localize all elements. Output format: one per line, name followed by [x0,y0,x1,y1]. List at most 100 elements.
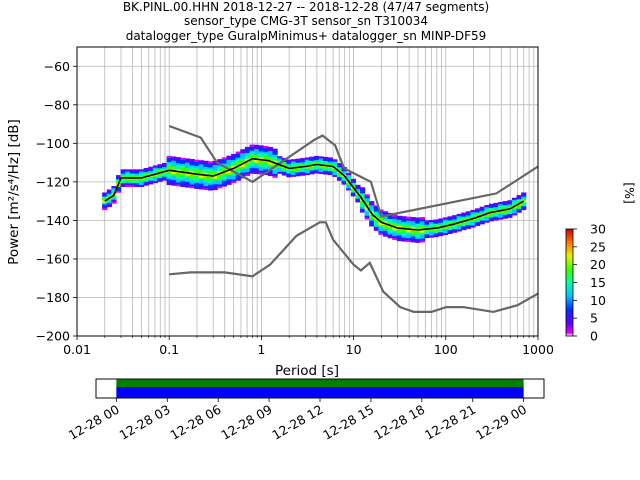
density-cell [203,181,209,185]
density-cell [484,205,490,208]
density-cell [240,160,246,163]
density-cell [424,230,430,233]
density-cell [332,161,338,164]
density-cell [295,164,301,167]
density-cell [185,166,191,169]
density-cell [263,167,269,170]
density-cell [185,160,191,163]
density-cell [438,218,444,221]
density-cell [498,201,504,205]
density-cell [479,216,485,219]
density-cell [198,160,205,163]
density-cell [498,205,504,209]
density-cell [521,205,527,209]
density-cell [313,161,320,164]
density-cell [392,233,398,237]
y-tick-label: −160 [36,251,70,266]
density-cell [106,193,112,196]
density-cell [479,220,485,223]
density-cell [208,176,214,179]
density-cell [258,160,264,163]
density-cell [143,168,149,171]
timeline-tick-label: 12-28 21 [422,402,478,443]
density-cell [235,157,241,160]
density-cell [249,148,255,151]
density-cell [470,213,476,217]
density-cell [189,162,195,166]
density-cell [392,230,398,233]
density-cell [143,173,149,177]
density-cell [185,179,191,182]
density-cell [341,182,347,185]
density-cell [198,177,205,180]
density-cell [433,223,439,226]
density-cell [498,215,504,218]
density-cell [134,171,140,174]
density-cell [406,239,412,242]
density-cell [410,230,416,233]
x-tick-label: 0.1 [159,342,179,357]
density-cell [240,166,246,169]
density-cell [378,232,384,235]
density-cell [267,162,274,165]
density-cell [406,230,412,233]
density-cell [263,151,269,154]
density-cell [240,174,246,177]
density-cell [378,217,384,220]
density-cell [336,163,343,166]
density-cell [401,239,407,242]
density-cell [240,151,246,154]
density-cell [309,170,315,173]
density-cell [346,176,352,179]
density-cell [488,215,495,218]
density-cell [516,197,522,200]
density-cell [258,153,264,156]
density-cell [134,180,140,184]
density-cell [111,197,117,200]
density-cell [263,147,269,151]
density-cell [507,200,513,203]
density-cell [452,219,458,222]
density-cell [373,226,379,229]
density-cell [263,161,269,164]
density-cell [387,218,393,221]
density-cell [152,165,158,168]
density-cell [189,159,195,162]
density-cell [465,213,472,216]
density-cell [286,173,292,176]
density-cell [194,186,200,189]
density-cell [323,160,329,163]
density-cell [415,227,421,230]
density-cell [106,199,112,202]
density-cell [438,222,444,225]
density-cell [212,168,218,171]
density-cell [323,172,329,175]
colorbar-tick-label: 20 [590,257,606,272]
density-cell [493,218,499,221]
density-cell [166,157,172,161]
x-axis-label: Period [s] [275,363,339,379]
density-cell [323,156,329,160]
density-cell [350,180,356,183]
density-cell [516,208,522,211]
model-curves [104,124,539,314]
colorbar-label: [%] [622,182,637,204]
density-cell [410,238,416,241]
density-cell [498,217,504,220]
density-cell [461,224,467,227]
density-cell [498,213,504,216]
density-cell [254,150,260,153]
density-cell [244,150,251,153]
density-cell [194,165,200,168]
density-cell [304,163,310,166]
grid [77,47,538,337]
density-cell [231,175,237,178]
density-cell [387,214,393,218]
density-cell [231,178,237,182]
density-cell [313,169,320,172]
density-cell [134,173,140,176]
density-cell [410,217,416,220]
density-cell [171,162,177,165]
